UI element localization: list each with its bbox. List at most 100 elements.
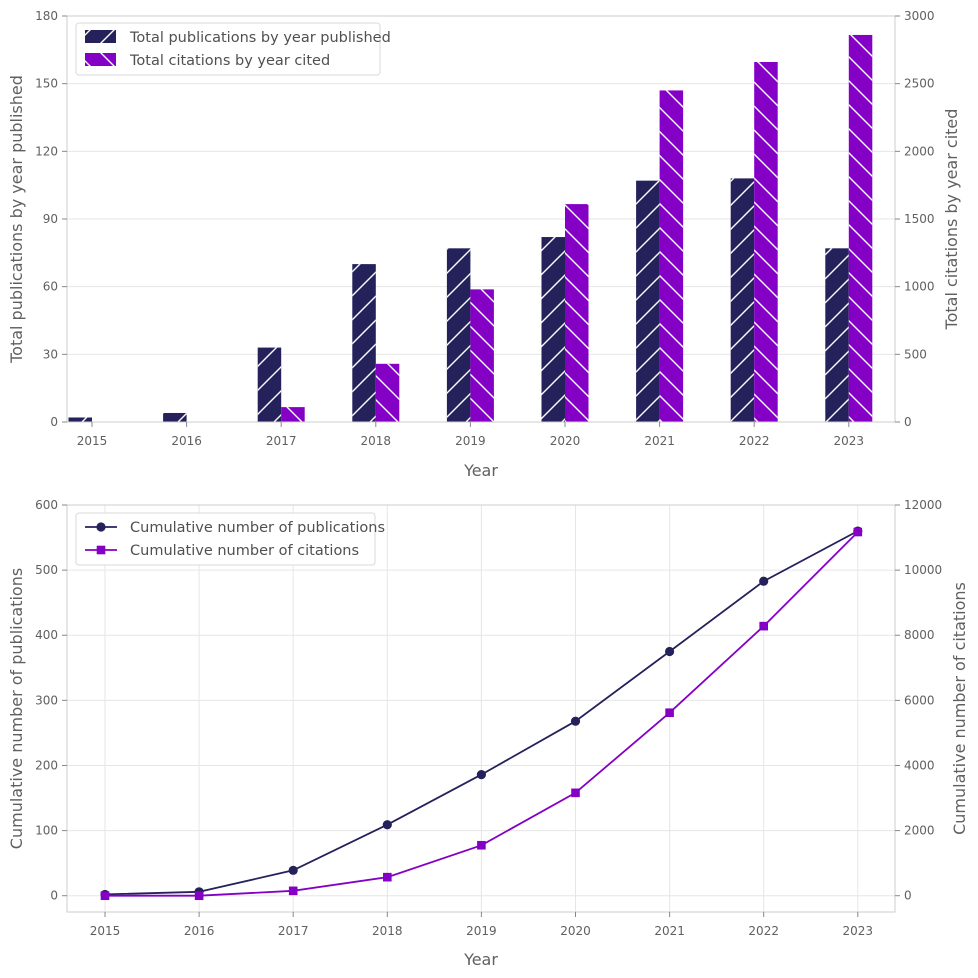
bar-hatch [565, 204, 589, 422]
right-y-ticks: 0 500 1000 1500 2000 2500 3000 [895, 9, 935, 429]
point-publications [288, 865, 298, 875]
left-y-tick-label: 0 [50, 415, 58, 429]
bar-hatch [352, 264, 376, 422]
right-y-tick-label: 2500 [904, 77, 935, 91]
point-publications [759, 576, 769, 586]
bar-hatch [163, 412, 187, 422]
bar-hatch [659, 90, 684, 422]
left-y-tick-label: 0 [50, 889, 58, 903]
legend-label: Cumulative number of publications [130, 520, 385, 536]
right-y-axis-title: Cumulative number of citations [950, 582, 969, 835]
point-publications [665, 646, 675, 657]
bars [68, 34, 873, 423]
legend-marker [96, 545, 106, 555]
right-y-tick-label: 500 [904, 347, 927, 361]
right-y-tick-label: 12000 [904, 498, 942, 512]
left-y-tick-label: 500 [35, 563, 58, 577]
right-y-tick-label: 10000 [904, 563, 942, 577]
x-tick-label: 2019 [455, 434, 486, 448]
x-tick-label: 2023 [834, 434, 865, 448]
lines [100, 526, 863, 901]
right-y-axis-title: Total citations by year cited [942, 109, 961, 331]
legend-swatch-hatch [85, 53, 116, 66]
x-tick-label: 2022 [739, 434, 770, 448]
bar-hatch [636, 180, 660, 422]
right-y-tick-label: 8000 [904, 628, 935, 642]
right-y-ticks: 0 2000 4000 6000 8000 10000 12000 [895, 498, 942, 903]
left-y-tick-label: 150 [35, 77, 58, 91]
left-y-tick-label: 200 [35, 758, 58, 772]
bar-hatch [257, 347, 282, 422]
bar-hatch [375, 363, 400, 422]
left-y-tick-label: 100 [35, 824, 58, 838]
x-tick-label: 2021 [654, 924, 685, 938]
legend-label: Total publications by year published [129, 30, 391, 46]
point-publications [476, 769, 486, 780]
right-y-tick-label: 6000 [904, 693, 935, 707]
x-axis-title: Year [463, 950, 498, 969]
left-y-axis-title: Total publications by year published [7, 75, 26, 364]
grid [67, 504, 895, 912]
bar-chart-publications-citations: 0 30 60 90 120 150 180 0 500 1000 1500 2000 2500 300… [7, 9, 961, 480]
bar-hatch [68, 417, 92, 422]
x-tick-label: 2022 [748, 924, 779, 938]
left-y-tick-label: 400 [35, 628, 58, 642]
point-citations [288, 886, 298, 896]
x-axis-title: Year [463, 461, 498, 480]
legend-box [75, 22, 381, 76]
point-publications [570, 716, 581, 726]
bar-hatch [730, 178, 755, 422]
bar-hatch [848, 34, 873, 423]
left-y-tick-label: 300 [35, 693, 58, 707]
bar-hatch [825, 248, 849, 422]
legend-marker [96, 522, 106, 532]
legend: Total publications by year published Tota… [75, 22, 391, 76]
point-citations [759, 621, 768, 631]
legend-label: Total citations by year cited [129, 53, 330, 69]
x-tick-label: 2018 [361, 434, 392, 448]
bar-hatch [446, 248, 471, 422]
left-y-tick-label: 90 [43, 212, 58, 226]
point-publications [382, 820, 392, 830]
right-y-tick-label: 1500 [904, 212, 935, 226]
bar-hatch [754, 62, 778, 422]
x-tick-label: 2018 [372, 924, 403, 938]
left-y-tick-label: 60 [43, 280, 58, 294]
left-y-ticks: 0 100 200 300 400 500 600 [35, 498, 67, 903]
left-y-tick-label: 600 [35, 498, 58, 512]
right-y-tick-label: 0 [904, 889, 912, 903]
right-y-tick-label: 4000 [904, 758, 935, 772]
left-y-tick-label: 180 [35, 9, 58, 23]
x-ticks: 2015 2016 2017 2018 2019 2020 2021 2022 2023 [77, 422, 864, 448]
bar-hatch [281, 407, 305, 422]
legend-swatch-hatch [85, 30, 116, 43]
x-tick-label: 2016 [184, 924, 215, 938]
point-citations [383, 872, 392, 882]
left-y-axis-title: Cumulative number of publications [7, 568, 26, 849]
left-y-tick-label: 30 [43, 347, 58, 361]
x-tick-label: 2017 [278, 924, 309, 938]
bar-hatch [541, 237, 565, 422]
right-y-tick-label: 2000 [904, 144, 935, 158]
point-citations [571, 788, 580, 798]
point-citations [477, 840, 486, 850]
x-tick-label: 2017 [266, 434, 297, 448]
left-y-ticks: 0 30 60 90 120 150 180 [35, 9, 67, 429]
x-tick-label: 2019 [466, 924, 497, 938]
point-citations [665, 708, 674, 718]
x-tick-label: 2021 [644, 434, 675, 448]
point-citations [100, 891, 110, 901]
right-y-tick-label: 1000 [904, 280, 935, 294]
x-tick-label: 2023 [843, 924, 874, 938]
point-citations [853, 527, 863, 537]
legend-label: Cumulative number of citations [130, 543, 359, 559]
right-y-tick-label: 3000 [904, 9, 935, 23]
x-tick-label: 2020 [550, 434, 581, 448]
legend-box [75, 512, 376, 566]
x-tick-label: 2016 [171, 434, 202, 448]
x-ticks: 2015 2016 2017 2018 2019 2020 2021 2022 2023 [90, 912, 873, 938]
x-tick-label: 2015 [90, 924, 121, 938]
x-tick-label: 2020 [560, 924, 591, 938]
point-citations [194, 891, 204, 901]
